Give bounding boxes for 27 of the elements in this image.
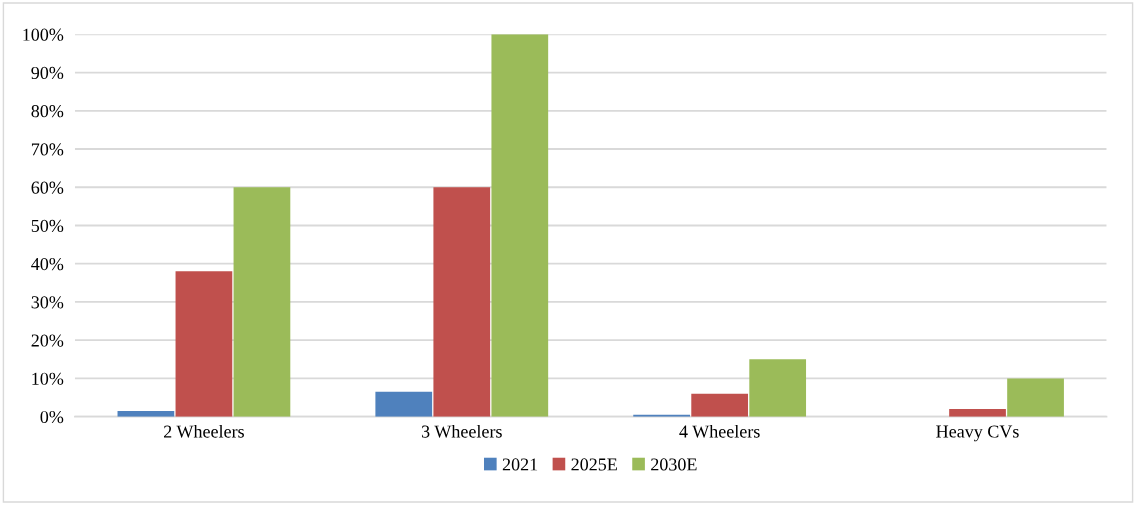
y-tick-label: 90%: [31, 66, 64, 80]
bar: [749, 359, 807, 417]
legend-label: 2025E: [571, 458, 617, 471]
x-tick-label: 3 Wheelers: [421, 424, 502, 438]
bar: [949, 408, 1006, 417]
y-tick-label: 0%: [40, 410, 64, 424]
y-tick-label: 100%: [23, 28, 64, 41]
y-tick-label: 10%: [32, 372, 64, 385]
y-tick-label: 30%: [31, 296, 64, 309]
legend-label: 2030E: [651, 458, 697, 471]
y-tick-label: 70%: [31, 143, 64, 156]
x-tick-label: 2 Wheelers: [164, 424, 244, 438]
y-tick-label: 40%: [31, 257, 64, 271]
legend-label: 2021: [502, 458, 538, 471]
bar: [1007, 378, 1064, 417]
bar: [433, 187, 491, 417]
x-tick-label: 4 Wheelers: [679, 424, 760, 438]
y-tick-label: 20%: [31, 334, 64, 347]
bar: [375, 391, 433, 417]
bar: [691, 393, 749, 417]
y-tick-label: 50%: [31, 219, 64, 232]
x-tick-label: Heavy CVs: [936, 425, 1019, 442]
y-tick-label: 80%: [31, 105, 64, 118]
bar: [491, 34, 549, 417]
y-tick-label: 60%: [31, 181, 64, 194]
bar: [233, 187, 291, 417]
bar: [175, 271, 233, 417]
